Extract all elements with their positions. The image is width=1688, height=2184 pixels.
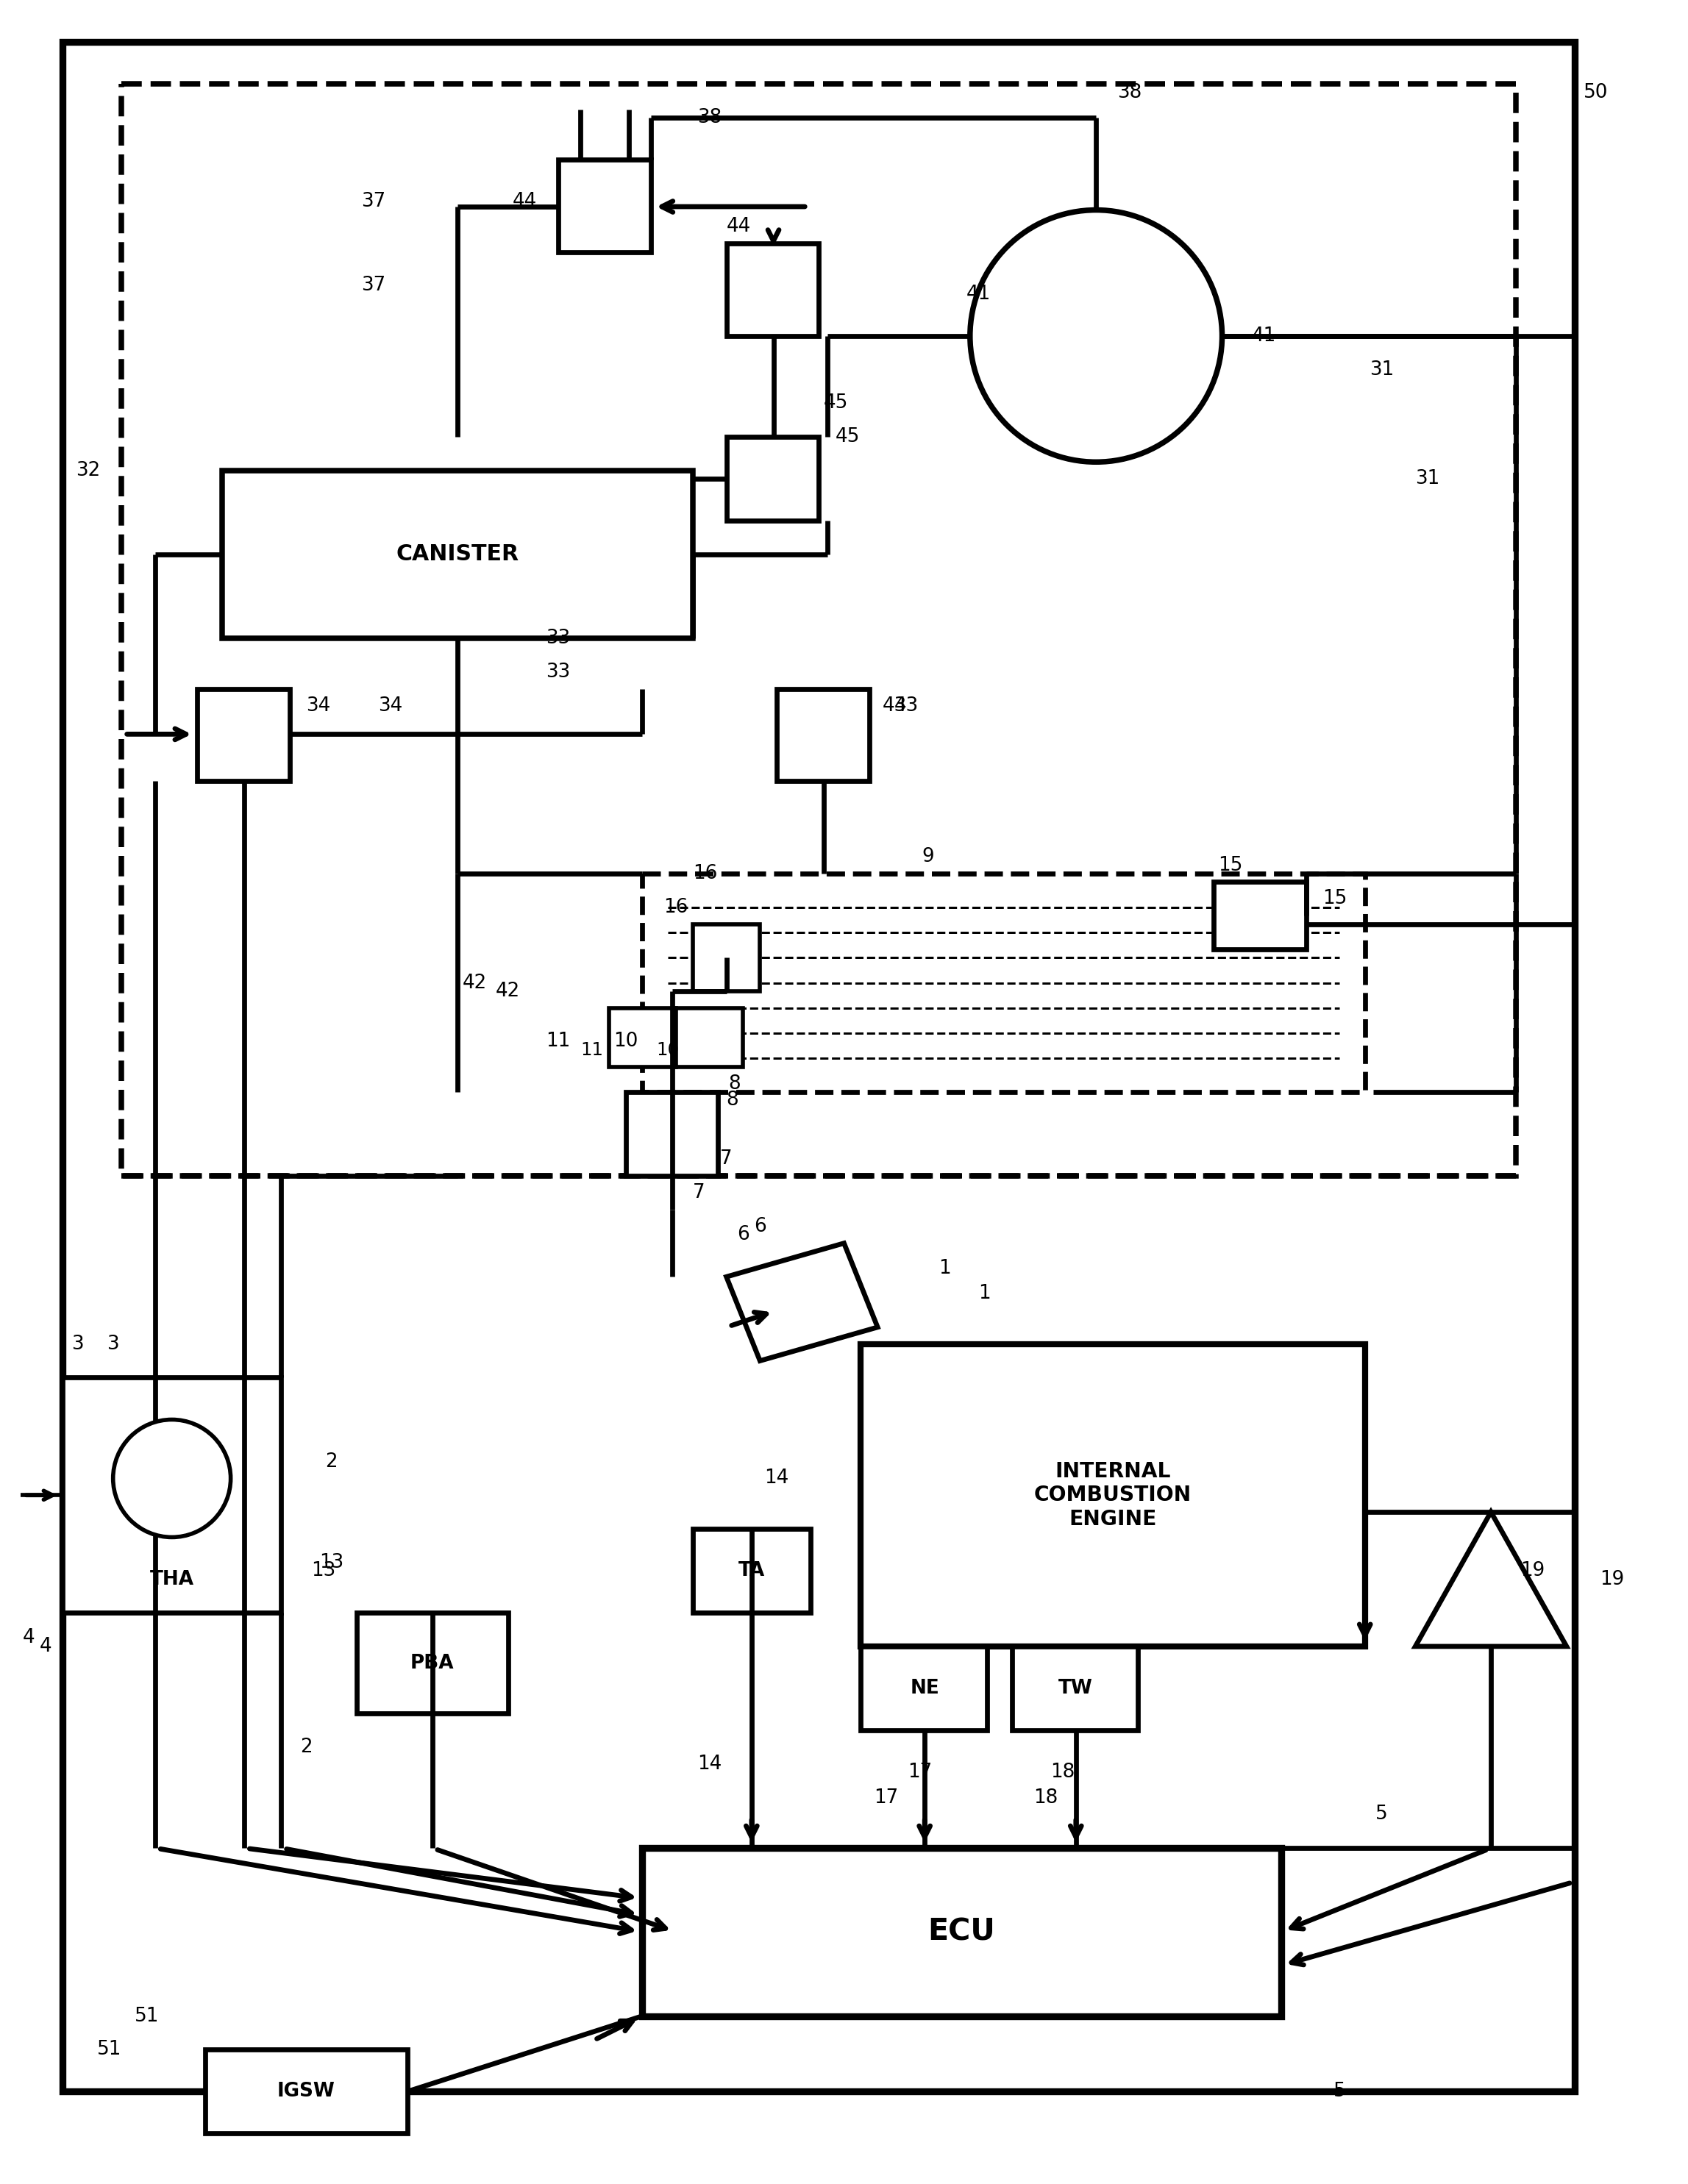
Text: 3: 3 [106,1334,120,1354]
Text: 17: 17 [874,1789,898,1806]
Bar [1013,1647,1138,1730]
Text: 2: 2 [300,1738,312,1756]
Bar [692,924,760,992]
Bar [776,688,869,782]
Text: CANISTER: CANISTER [397,544,518,566]
Text: 15: 15 [1323,889,1347,909]
Polygon shape [1415,1511,1566,1647]
Text: 18: 18 [1033,1789,1058,1806]
Text: 38: 38 [1117,83,1141,103]
Text: 14: 14 [697,1754,722,1773]
Text: 34: 34 [306,697,331,714]
Text: INTERNAL
COMBUSTION
ENGINE: INTERNAL COMBUSTION ENGINE [1035,1461,1192,1529]
Text: 37: 37 [361,192,387,212]
Text: 9: 9 [922,847,933,867]
Bar [223,470,692,638]
Bar [62,1378,282,1612]
Text: 16: 16 [663,898,689,917]
Text: 34: 34 [378,697,402,714]
Text: 11: 11 [581,1042,603,1059]
Bar [861,1647,987,1730]
Bar [643,1848,1281,2016]
Text: 41: 41 [1252,325,1276,345]
Text: 1: 1 [979,1284,991,1304]
Text: 31: 31 [1369,360,1394,380]
Text: 15: 15 [1219,856,1242,876]
Text: 44: 44 [726,216,751,236]
Text: 31: 31 [1415,470,1440,489]
Text: 14: 14 [765,1470,788,1487]
Bar [197,688,289,782]
Bar [559,159,652,251]
Bar [692,1529,810,1612]
Text: 37: 37 [361,275,387,295]
Bar [609,1009,675,1066]
Text: 42: 42 [496,981,520,1000]
Text: 3: 3 [71,1334,83,1354]
Bar [726,437,819,520]
Text: 7: 7 [721,1149,733,1168]
Text: 33: 33 [547,629,571,649]
Text: 5: 5 [1376,1804,1388,1824]
Circle shape [113,1420,231,1538]
Text: 13: 13 [319,1553,344,1572]
Text: 45: 45 [824,393,847,413]
Text: 5: 5 [1334,2081,1345,2101]
Bar [1214,882,1307,950]
Text: 10: 10 [657,1042,679,1059]
Bar [122,83,1516,1175]
Text: 19: 19 [1521,1562,1545,1581]
Text: 33: 33 [547,662,571,681]
Bar [643,874,1366,1092]
Text: PBA: PBA [410,1653,454,1673]
Bar [626,1092,717,1175]
Text: 44: 44 [513,192,537,212]
Bar [675,1009,743,1066]
Text: 4: 4 [24,1629,35,1647]
Text: 10: 10 [613,1033,638,1051]
Text: 50: 50 [1583,83,1609,103]
Text: 6: 6 [755,1216,766,1236]
Bar [726,245,819,336]
Text: ECU: ECU [928,1918,996,1946]
Text: 2: 2 [326,1452,338,1472]
Text: 51: 51 [96,2040,122,2060]
Text: 51: 51 [135,2007,159,2025]
Text: 1: 1 [939,1258,950,1278]
Text: 16: 16 [692,865,717,882]
Text: NE: NE [910,1679,939,1697]
Text: 17: 17 [908,1762,932,1782]
Text: 41: 41 [966,284,991,304]
Bar [206,2049,407,2134]
Text: 11: 11 [547,1033,571,1051]
Polygon shape [726,1243,878,1361]
Text: 19: 19 [1600,1570,1624,1588]
Text: 7: 7 [692,1184,706,1203]
Text: IGSW: IGSW [277,2081,336,2101]
Text: TA: TA [738,1562,765,1581]
Text: TW: TW [1058,1679,1094,1697]
Text: 32: 32 [76,461,100,480]
Text: 43: 43 [883,697,906,714]
Text: 38: 38 [697,107,722,127]
Text: 6: 6 [738,1225,749,1245]
Text: 8: 8 [729,1075,741,1094]
Text: 45: 45 [836,428,861,446]
Circle shape [971,210,1222,463]
Text: 18: 18 [1050,1762,1075,1782]
Text: 13: 13 [311,1562,336,1581]
Text: 8: 8 [726,1090,739,1109]
Bar [356,1612,508,1714]
Text: 4: 4 [41,1636,52,1655]
Text: 42: 42 [463,974,486,992]
Text: 43: 43 [895,697,918,714]
Bar [861,1343,1366,1647]
Text: THA: THA [150,1570,194,1588]
